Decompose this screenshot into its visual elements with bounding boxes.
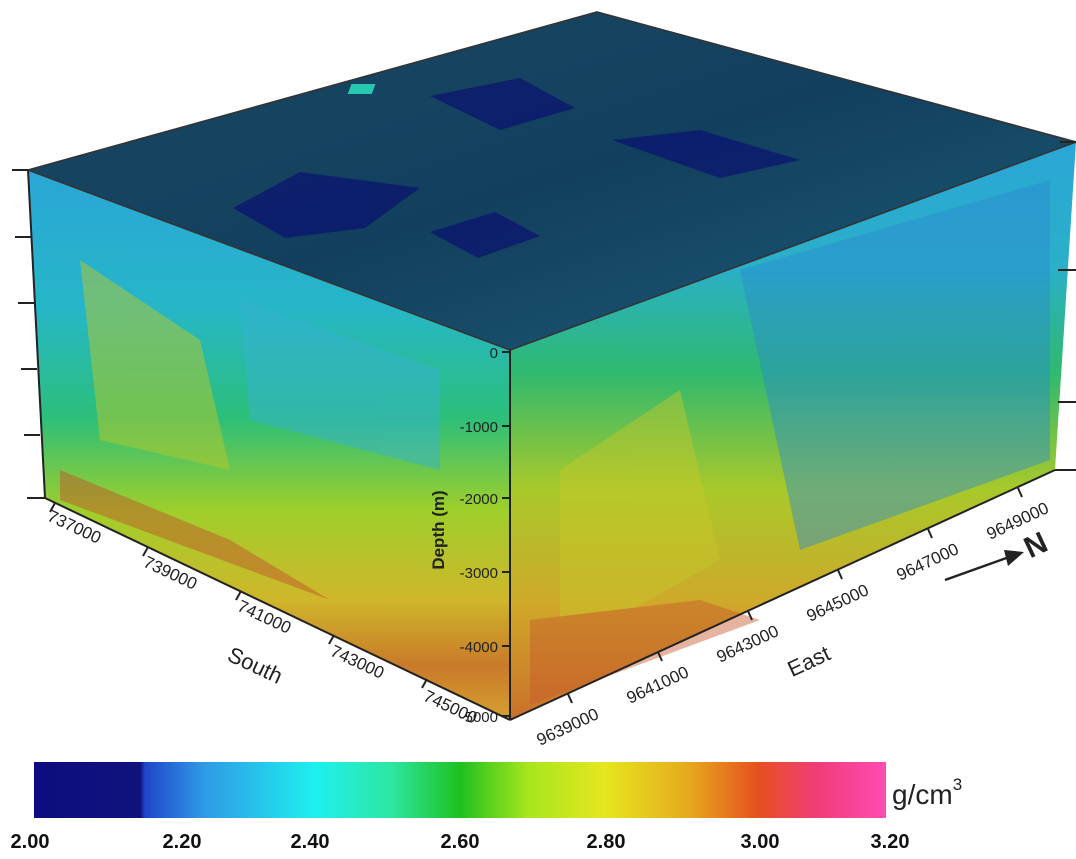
east-tick-label: 9641000 <box>624 662 692 707</box>
north-label: N <box>1019 526 1053 565</box>
colorbar-tick-label: 2.60 <box>441 831 480 853</box>
depth-tick-label: -1000 <box>460 419 498 436</box>
depth-tick-label: -5000 <box>460 709 498 726</box>
east-axis-title: East <box>784 641 834 682</box>
colorbar-unit: g/cm3 <box>892 775 962 810</box>
colorbar-tick-label: 2.20 <box>163 831 202 853</box>
depth-axis-title: Depth (m) <box>429 490 448 569</box>
east-tick-label: 9645000 <box>804 580 872 625</box>
colorbar-tick-label: 2.80 <box>587 831 626 853</box>
colorbar-tick-label: 2.00 <box>11 831 50 853</box>
top-face-anomalies <box>233 78 800 258</box>
arrow-head-icon <box>1004 550 1024 566</box>
colorbar-gradient <box>34 762 886 818</box>
east-tick-label: 9639000 <box>534 704 602 749</box>
block-east-face <box>510 142 1076 720</box>
depth-tick-label: -4000 <box>460 639 498 656</box>
left-edge-ticks <box>12 169 45 499</box>
depth-tick-label: 0 <box>490 345 498 362</box>
colorbar-tick-label: 3.20 <box>871 831 910 853</box>
east-face-texture <box>530 180 1050 705</box>
depth-tick-label: -3000 <box>460 565 498 582</box>
south-face-texture <box>60 260 440 600</box>
colorbar-tick-label: 2.40 <box>291 831 330 853</box>
density-block-model <box>12 11 1076 721</box>
block-top-face <box>28 12 1076 350</box>
south-tick-marks <box>49 502 428 689</box>
depth-tick-marks <box>502 351 510 717</box>
depth-axis: 0 -1000 -2000 -3000 -4000 -5000 Depth (m… <box>429 345 510 726</box>
colorbar: g/cm3 2.00 2.20 2.40 2.60 2.80 3.00 3.20 <box>11 762 962 853</box>
south-axis-title: South <box>224 642 287 689</box>
right-edge-ticks <box>1055 141 1076 471</box>
top-face-bright-cell <box>347 84 376 94</box>
colorbar-tick-label: 3.00 <box>741 831 780 853</box>
east-tick-marks <box>567 487 1023 704</box>
depth-tick-label: -2000 <box>460 491 498 508</box>
